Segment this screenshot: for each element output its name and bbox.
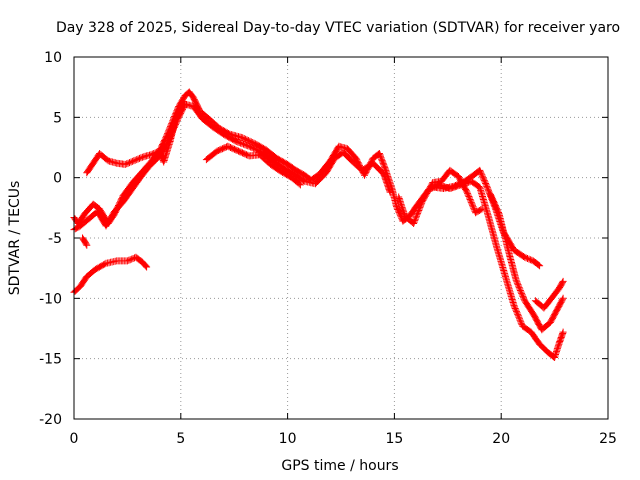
series-markers — [202, 142, 304, 189]
series-markers — [70, 253, 151, 296]
x-tick-label: 5 — [176, 431, 185, 447]
series-arc-3 — [83, 98, 187, 177]
data-marks — [70, 88, 567, 361]
series-markers — [531, 277, 567, 312]
x-tick-label: 10 — [279, 431, 297, 447]
y-tick-label: -15 — [39, 352, 62, 368]
axis-ticks: 0 5 10 15 20 25 -20 -15 -10 -5 0 5 10 — [39, 50, 617, 447]
y-tick-label: 10 — [44, 50, 62, 66]
series-markers — [83, 98, 187, 177]
series-arc-6 — [202, 142, 304, 189]
y-tick-label: -20 — [39, 412, 62, 428]
series-markers — [79, 234, 91, 249]
x-axis-label: GPS time / hours — [281, 458, 398, 474]
grid — [74, 57, 608, 419]
series-markers — [395, 166, 486, 227]
x-tick-label: 15 — [385, 431, 403, 447]
x-tick-label: 25 — [599, 431, 617, 447]
series-arc-1 — [70, 88, 567, 361]
y-tick-label: 0 — [53, 171, 62, 187]
chart-title: Day 328 of 2025, Sidereal Day-to-day VTE… — [56, 20, 620, 36]
series-arc-2 — [70, 100, 394, 234]
series-arc-10 — [531, 277, 567, 312]
x-tick-label: 20 — [492, 431, 510, 447]
y-axis-label: SDTVAR / TECUs — [7, 181, 23, 296]
y-tick-label: -10 — [39, 291, 62, 307]
y-tick-label: -5 — [48, 231, 62, 247]
x-tick-label: 0 — [70, 431, 79, 447]
series-arc-4 — [79, 234, 91, 249]
series-arc-9 — [487, 191, 567, 334]
series-markers — [487, 191, 567, 334]
series-arc-5 — [70, 253, 151, 296]
series-arc-7 — [395, 166, 486, 227]
y-tick-label: 5 — [53, 110, 62, 126]
series-markers — [70, 100, 394, 234]
series-markers — [70, 88, 567, 361]
